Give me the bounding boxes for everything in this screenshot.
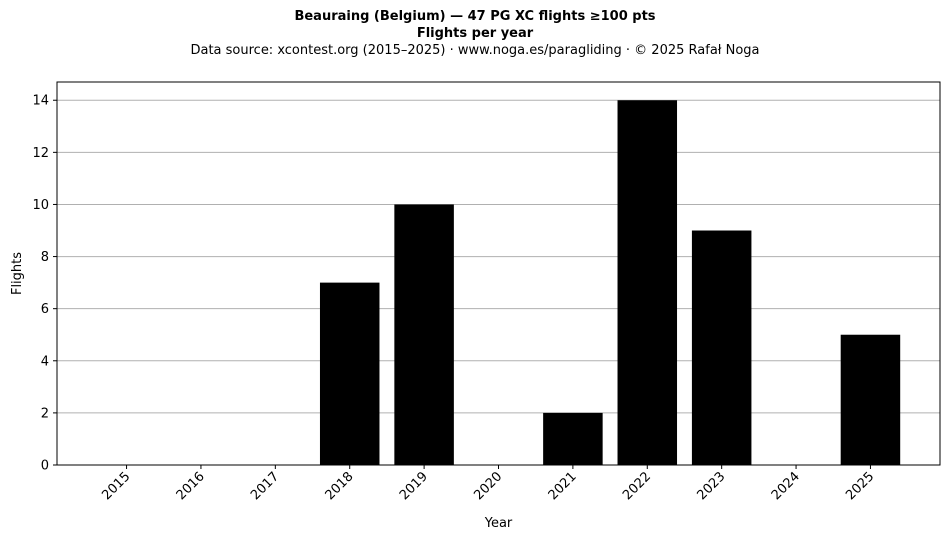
- x-tick-label: 2019: [397, 469, 431, 503]
- y-tick-label: 4: [41, 354, 49, 369]
- x-tick-label: 2023: [694, 469, 728, 503]
- bar-2023: [691, 230, 752, 465]
- x-tick-label: 2022: [620, 469, 654, 503]
- x-tick-label: 2015: [99, 469, 133, 503]
- x-tick-label: 2018: [323, 469, 357, 503]
- y-gridlines: [57, 99, 940, 466]
- y-axis: 0 2 4 6 8 10 12 14: [32, 94, 57, 474]
- y-tick-label: 14: [32, 94, 49, 109]
- bar-2021: [543, 412, 603, 465]
- y-tick-label: 10: [32, 198, 49, 213]
- y-tick-label: 8: [41, 250, 49, 265]
- x-tick-label: 2025: [843, 469, 877, 503]
- x-axis-label: Year: [484, 516, 513, 531]
- chart-source-note: Data source: xcontest.org (2015–2025) · …: [190, 43, 760, 58]
- y-tick-label: 0: [41, 459, 49, 474]
- x-tick-label: 2021: [546, 469, 580, 503]
- y-axis-label: Flights: [10, 252, 25, 295]
- bar-2018: [319, 282, 380, 465]
- chart-subtitle: Flights per year: [416, 26, 534, 41]
- bar-2022: [617, 100, 678, 465]
- bar-2019: [394, 204, 454, 465]
- x-tick-label: 2020: [471, 469, 505, 503]
- y-tick-label: 12: [32, 146, 49, 161]
- y-tick-label: 6: [41, 302, 49, 317]
- x-tick-label: 2016: [174, 469, 208, 503]
- x-tick-label: 2017: [248, 469, 282, 503]
- x-tick-label: 2024: [769, 469, 803, 503]
- y-tick-label: 2: [41, 406, 49, 421]
- plot-frame: [56, 81, 941, 466]
- bar-2025: [840, 334, 901, 465]
- x-axis: 2015 2016 2017 2018 2019 2020 2021 2022 2023 2024…: [99, 465, 877, 503]
- chart-title: Beauraing (Belgium) — 47 PG XC flights ≥…: [294, 9, 656, 24]
- chart-titles: Beauraing (Belgium) — 47 PG XC flights ≥…: [0, 8, 950, 59]
- bar-series: [319, 100, 901, 465]
